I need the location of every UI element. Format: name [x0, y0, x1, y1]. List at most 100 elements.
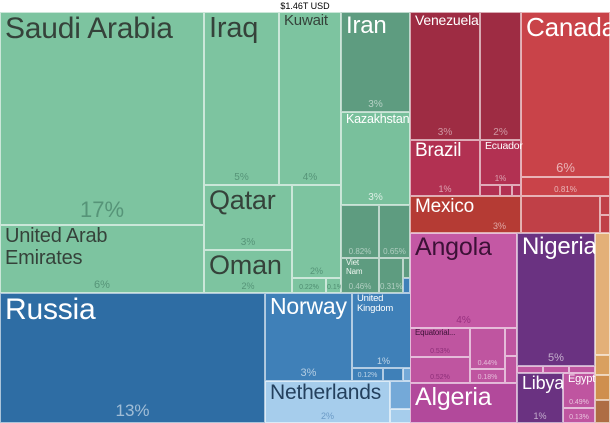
treemap-cell-viet-nam[interactable]: Viet Nam 0.46%: [341, 258, 379, 293]
treemap-cell-libya[interactable]: Libya 1%: [517, 373, 564, 423]
cell-label: United Kingdom: [357, 293, 394, 315]
treemap-cell-green-065[interactable]: 0.65%: [379, 205, 410, 258]
cell-label: Algeria: [415, 383, 492, 411]
treemap-cell-kuwait[interactable]: Kuwait 4%: [279, 12, 341, 185]
treemap-cell-united-kingdom[interactable]: United Kingdom 1%: [352, 293, 415, 368]
treemap-cell-red-081[interactable]: 0.81%: [521, 177, 610, 196]
treemap-cell-red-small-5[interactable]: [600, 215, 610, 233]
cell-percent: 6%: [556, 160, 575, 175]
cell-label: Oman: [209, 250, 282, 280]
treemap-cell-canada[interactable]: Canada 6%: [521, 12, 610, 177]
cell-percent: 0.12%: [357, 372, 378, 379]
treemap-cell-green-082[interactable]: 0.82%: [341, 205, 379, 258]
cell-label: Canada: [526, 12, 610, 42]
cell-label: Angola: [415, 233, 492, 261]
treemap-cell-purple-row-3[interactable]: [569, 366, 595, 373]
cell-percent: 17%: [79, 197, 125, 222]
treemap-cell-algeria[interactable]: Algeria: [410, 383, 517, 423]
treemap-cell-red-small-2[interactable]: [500, 185, 512, 196]
treemap-cell-iran[interactable]: Iran 3%: [341, 12, 410, 112]
cell-percent: 1%: [494, 174, 507, 183]
cell-percent: 3%: [368, 192, 383, 203]
treemap-cell-tan-3[interactable]: [595, 375, 610, 400]
treemap-cell-purple-044[interactable]: 0.44%: [470, 328, 505, 369]
treemap-cell-purple-052[interactable]: 0.52%: [410, 357, 470, 383]
cell-label: Viet Nam: [346, 258, 363, 276]
cell-percent: 3%: [437, 127, 453, 138]
treemap-cell-purple-013[interactable]: 0.13%: [563, 408, 595, 423]
treemap-cell-purple-small-2[interactable]: [505, 356, 517, 383]
treemap-cell-tan-4[interactable]: [595, 400, 610, 423]
cell-label: Qatar: [209, 185, 276, 215]
treemap-cell-ecuador[interactable]: Ecuador 1%: [480, 140, 523, 185]
treemap-cell-blue-small-0[interactable]: [403, 278, 410, 293]
treemap-cell-green-small-1[interactable]: [403, 258, 410, 278]
cell-percent: 0.13%: [569, 414, 589, 421]
treemap-cell-green-031[interactable]: 0.31%: [379, 258, 403, 293]
treemap-cell-purple-row-1[interactable]: [517, 366, 543, 373]
cell-percent: 0.46%: [348, 282, 372, 291]
cell-percent: 0.44%: [477, 360, 498, 367]
treemap-cell-angola[interactable]: Angola 4%: [410, 233, 517, 328]
treemap-cell-egypt[interactable]: Egypt 0.49%: [563, 373, 595, 408]
treemap-cell-qatar[interactable]: Qatar 3%: [204, 185, 292, 250]
cell-label: Brazil: [415, 140, 462, 161]
cell-percent: 4%: [456, 315, 471, 326]
cell-percent: 2%: [320, 411, 334, 421]
treemap-cell-venezuela[interactable]: Venezuela 3%: [410, 12, 480, 140]
treemap-cell-unnamed-red-2pct[interactable]: 2%: [480, 12, 521, 140]
cell-label: Iraq: [209, 12, 259, 44]
treemap-cell-russia[interactable]: Russia 13%: [0, 293, 265, 423]
treemap-cell-green-01[interactable]: 0.1%: [326, 278, 343, 293]
cell-percent: 0.18%: [477, 374, 498, 381]
cell-percent: 2%: [493, 127, 508, 138]
cell-percent: 6%: [94, 279, 110, 291]
cell-label: Ecuador: [485, 140, 523, 152]
treemap-cell-brazil[interactable]: Brazil 1%: [410, 140, 480, 196]
treemap-cell-green-022[interactable]: 0.22%: [292, 278, 326, 293]
cell-percent: 0.82%: [348, 247, 372, 256]
treemap-cell-netherlands[interactable]: Netherlands 2%: [265, 381, 390, 423]
cell-percent: 3%: [368, 99, 383, 110]
cell-label: Egypt: [568, 373, 596, 385]
cell-label: Saudi Arabia: [5, 12, 173, 45]
cell-percent: 4%: [302, 172, 318, 183]
treemap-cell-mexico[interactable]: Mexico 3%: [410, 196, 521, 233]
cell-percent: 0.65%: [383, 247, 406, 256]
treemap-cell-red-small-1[interactable]: [480, 185, 500, 196]
treemap-cell-oman[interactable]: Oman 2%: [204, 250, 292, 293]
cell-percent: 3%: [240, 237, 256, 248]
treemap-cell-equatorial-guinea[interactable]: Equatorial... 0.53%: [410, 328, 470, 357]
cell-label: Kazakhstan: [346, 112, 410, 126]
treemap-cell-blue-small-1[interactable]: [383, 368, 403, 381]
cell-label: Equatorial...: [415, 328, 456, 337]
cell-percent: 0.52%: [430, 374, 450, 381]
treemap-cell-purple-small-1[interactable]: [505, 328, 517, 356]
cell-percent: 1%: [376, 356, 390, 366]
treemap-cell-red-small-3[interactable]: [512, 185, 521, 196]
treemap-cell-united-arab-emirates[interactable]: United Arab Emirates 6%: [0, 225, 204, 293]
treemap-cell-purple-row-2[interactable]: [543, 366, 569, 373]
treemap-cell-tan-1[interactable]: [595, 233, 610, 355]
treemap-cell-unnamed-green-2pct[interactable]: 2%: [292, 185, 341, 278]
cell-percent: 5%: [548, 352, 564, 364]
treemap-cell-norway[interactable]: Norway 3%: [265, 293, 352, 381]
cell-percent: 13%: [115, 401, 150, 420]
cell-percent: 3%: [492, 221, 506, 231]
cell-label: Netherlands: [270, 381, 382, 404]
cell-percent: 0.49%: [569, 399, 589, 406]
treemap-cell-kazakhstan[interactable]: Kazakhstan 3%: [341, 112, 410, 205]
treemap-cell-nigeria[interactable]: Nigeria 5%: [517, 233, 597, 366]
cell-percent: 0.1%: [327, 284, 343, 291]
cell-percent: 1%: [438, 184, 452, 194]
treemap-cell-unnamed-red-2[interactable]: [521, 196, 600, 233]
treemap-cell-red-small-4[interactable]: [600, 196, 610, 215]
treemap-cell-saudi-arabia[interactable]: Saudi Arabia 17%: [0, 12, 204, 225]
treemap-cell-iraq[interactable]: Iraq 5%: [204, 12, 279, 185]
treemap-cell-tan-2[interactable]: [595, 355, 610, 375]
cell-label: Kuwait: [284, 12, 328, 29]
treemap-cell-blue-012[interactable]: 0.12%: [352, 368, 383, 381]
cell-label: Iran: [346, 12, 387, 39]
treemap-cell-purple-018[interactable]: 0.18%: [470, 369, 505, 383]
